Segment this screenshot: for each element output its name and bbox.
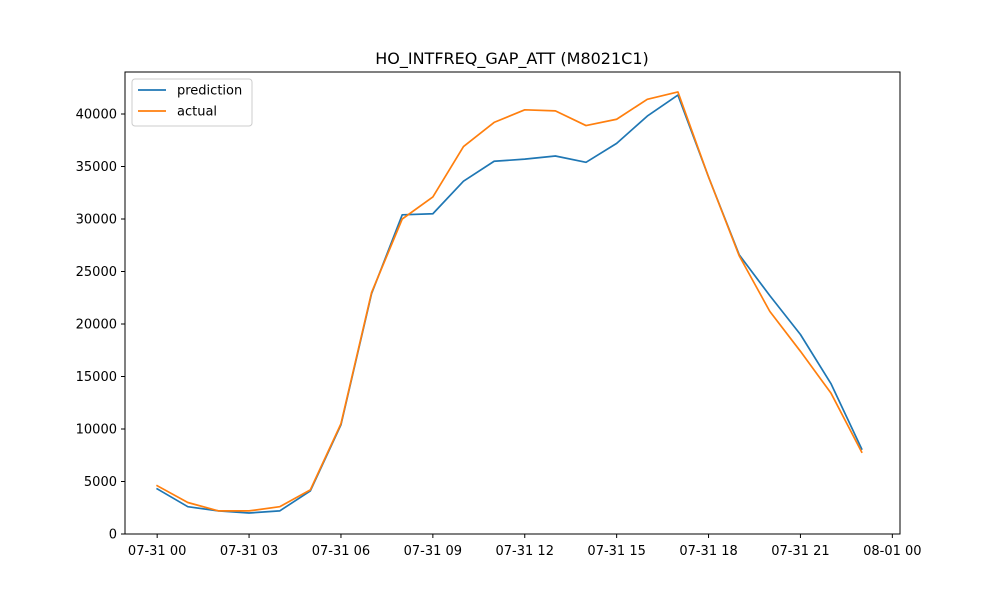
- legend-label-actual: actual: [177, 105, 217, 120]
- legend: prediction actual: [131, 78, 253, 127]
- x-tick-label: 07-31 21: [771, 544, 829, 559]
- legend-label-prediction: prediction: [177, 84, 242, 99]
- x-tick-label: 07-31 03: [220, 544, 278, 559]
- y-tick-label: 30000: [76, 213, 117, 228]
- y-tick-label: 40000: [76, 108, 117, 123]
- y-tick-label: 15000: [76, 370, 117, 385]
- axes: 0 5000 10000 15000 20000 25000 30000 35000 40000…: [76, 71, 922, 559]
- y-tick-label: 5000: [84, 475, 117, 490]
- x-tick-label: 07-31 15: [587, 544, 645, 559]
- series-line-actual: [156, 91, 863, 512]
- x-tick-label: 07-31 09: [404, 544, 462, 559]
- x-tick-label: 08-01 00: [863, 544, 921, 559]
- x-tick-label: 07-31 12: [496, 544, 554, 559]
- x-tick-label: 07-31 18: [679, 544, 737, 559]
- plot-frame: [124, 71, 901, 535]
- series-line-prediction: [155, 94, 863, 514]
- plot-area: [155, 91, 863, 514]
- x-tick-label: 07-31 06: [312, 544, 370, 559]
- y-tick-label: 25000: [76, 265, 117, 280]
- chart-title: HO_INTFREQ_GAP_ATT (M8021C1): [375, 49, 649, 69]
- y-tick-label: 20000: [76, 318, 117, 333]
- y-tick-label: 0: [109, 528, 117, 543]
- x-tick-label: 07-31 00: [128, 544, 186, 559]
- y-tick-label: 10000: [76, 423, 117, 438]
- y-tick-label: 35000: [76, 160, 117, 175]
